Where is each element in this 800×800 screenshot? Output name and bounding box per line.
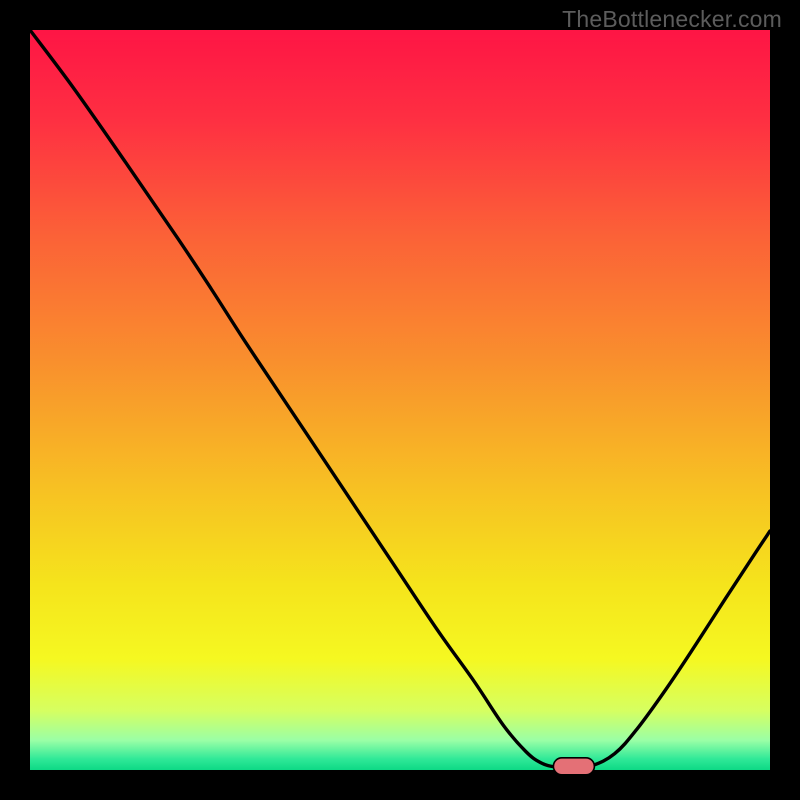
curve-overlay	[0, 0, 800, 800]
chart-container: TheBottlenecker.com	[0, 0, 800, 800]
bottleneck-curve	[30, 30, 770, 768]
optimum-marker	[553, 758, 594, 775]
